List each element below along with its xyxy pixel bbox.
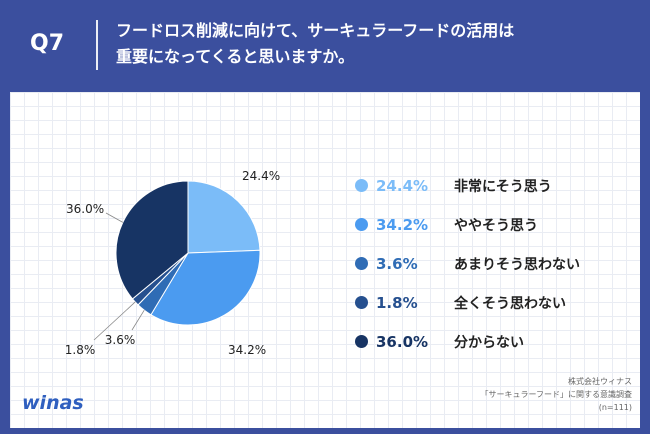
pie-slice bbox=[187, 180, 261, 254]
slice-data-label: 24.4% bbox=[242, 169, 280, 183]
chart-legend: 24.4% 非常にそう思う 34.2% ややそう思う 3.6% あまりそう思わな… bbox=[355, 166, 635, 361]
legend-swatch bbox=[355, 257, 368, 270]
legend-item: 1.8% 全くそう思わない bbox=[355, 283, 635, 322]
legend-swatch bbox=[355, 179, 368, 192]
legend-label: 分からない bbox=[454, 334, 524, 351]
pie-slice bbox=[150, 249, 261, 326]
credit-sample-size: (n=111) bbox=[598, 403, 632, 412]
winas-logo: winas bbox=[22, 392, 84, 414]
legend-percent: 24.4% bbox=[376, 176, 429, 195]
legend-label: 全くそう思わない bbox=[454, 295, 566, 312]
chart-panel: 24.4% 34.2% 3.6% 1.8% 36.0% 24.4% 非常にそう思う 34… bbox=[10, 92, 640, 428]
question-number: Q7 bbox=[30, 31, 65, 56]
slice-data-label: 34.2% bbox=[228, 343, 266, 357]
legend-percent: 1.8% bbox=[376, 293, 418, 312]
legend-label: 非常にそう思う bbox=[454, 178, 552, 195]
label-leader-line bbox=[105, 212, 124, 223]
legend-item: 36.0% 分からない bbox=[355, 322, 635, 361]
slice-data-label: 36.0% bbox=[66, 202, 104, 216]
question-header: Q7 フードロス削減に向けて、サーキュラーフードの活用は 重要になってくると思い… bbox=[0, 0, 650, 88]
legend-item: 3.6% あまりそう思わない bbox=[355, 244, 635, 283]
pie-chart: 24.4% 34.2% 3.6% 1.8% 36.0% bbox=[65, 169, 280, 357]
legend-percent: 3.6% bbox=[376, 254, 418, 273]
question-line-1: フードロス削減に向けて、サーキュラーフードの活用は bbox=[116, 21, 515, 40]
question-line-2: 重要になってくると思いますか。 bbox=[116, 47, 355, 66]
legend-item: 24.4% 非常にそう思う bbox=[355, 166, 635, 205]
question-text: フードロス削減に向けて、サーキュラーフードの活用は 重要になってくると思いますか… bbox=[116, 18, 636, 70]
legend-swatch bbox=[355, 335, 368, 348]
survey-credit: 株式会社ウィナス 「サーキュラーフード」に関する意識調査 (n=111) bbox=[480, 375, 632, 414]
credit-company: 株式会社ウィナス bbox=[568, 377, 632, 386]
legend-label: あまりそう思わない bbox=[454, 256, 580, 273]
legend-swatch bbox=[355, 218, 368, 231]
slice-data-label: 3.6% bbox=[105, 333, 136, 347]
legend-label: ややそう思う bbox=[454, 217, 538, 234]
slice-data-label: 1.8% bbox=[65, 343, 96, 357]
legend-swatch bbox=[355, 296, 368, 309]
header-divider bbox=[96, 20, 98, 70]
label-leader-line bbox=[93, 301, 136, 341]
legend-percent: 34.2% bbox=[376, 215, 429, 234]
label-leader-line bbox=[131, 309, 145, 331]
legend-item: 34.2% ややそう思う bbox=[355, 205, 635, 244]
credit-survey-title: 「サーキュラーフード」に関する意識調査 bbox=[480, 390, 632, 399]
legend-percent: 36.0% bbox=[376, 332, 429, 351]
